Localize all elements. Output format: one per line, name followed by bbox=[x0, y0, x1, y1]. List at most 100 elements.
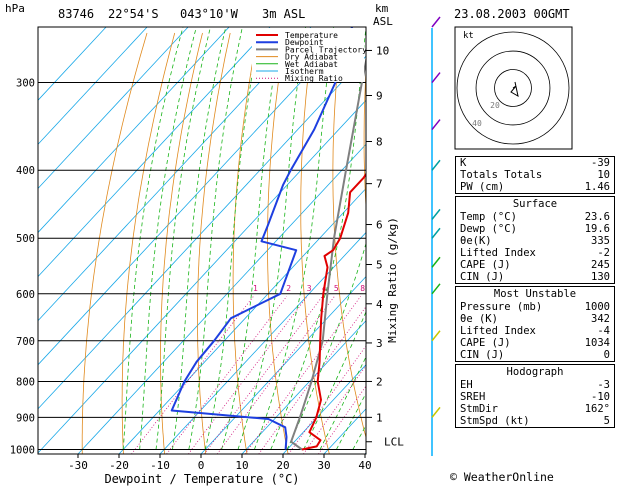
dry-adiabat-line bbox=[300, 32, 330, 454]
wind-barb bbox=[431, 208, 441, 220]
surface-value: 23.6 bbox=[584, 211, 610, 223]
dewpoint-line bbox=[170, 27, 354, 450]
most-unstable-value: 1034 bbox=[584, 337, 610, 349]
temperature-line bbox=[301, 172, 366, 451]
legend-label: Isotherm bbox=[285, 67, 324, 76]
mixing-ratio-line bbox=[188, 296, 308, 454]
km-tick-label: 10 bbox=[376, 44, 389, 57]
wet-adiabat-line bbox=[155, 27, 211, 450]
mixing-ratio-line bbox=[318, 385, 366, 454]
isotherm-line bbox=[200, 275, 366, 454]
mixing-ratio-label: 20 bbox=[413, 284, 423, 293]
dry-adiabat-line bbox=[267, 32, 289, 454]
pressure-tick-label: 400 bbox=[16, 165, 35, 177]
mixing-ratio-label: 1 bbox=[253, 284, 258, 293]
profile-lines bbox=[170, 27, 366, 451]
isotherm-line bbox=[38, 55, 366, 410]
surface-label: Dewp (°C) bbox=[460, 223, 517, 235]
most-unstable-label: CIN (J) bbox=[460, 349, 505, 361]
most-unstable-table: Most Unstable Pressure (mb) 1000 θe (K) 34… bbox=[455, 286, 615, 362]
x-axis-title: Dewpoint / Temperature (°C) bbox=[104, 472, 299, 486]
isotherm-line bbox=[241, 320, 366, 454]
hodograph-row: StmSpd (kt) 5 bbox=[456, 415, 614, 427]
isotherm-line bbox=[282, 364, 366, 454]
dry-adiabat-line bbox=[394, 33, 453, 454]
wind-barb bbox=[431, 283, 441, 295]
surface-title: Surface bbox=[512, 198, 558, 210]
hodograph-table: Hodograph EH -3 SREH -10 StmDir 162° StmSpd… bbox=[455, 364, 615, 428]
surface-value: 245 bbox=[591, 259, 610, 271]
km-tick-label: 3 bbox=[376, 337, 383, 350]
copyright: © WeatherOnline bbox=[450, 470, 554, 484]
wind-barb bbox=[431, 256, 441, 268]
legend-box bbox=[252, 28, 364, 82]
dry-adiabat-line bbox=[160, 32, 203, 454]
km-tick-label: 6 bbox=[376, 219, 383, 232]
sounding-datetime: 23.08.2003 00GMT bbox=[454, 7, 570, 21]
pressure-tick-label: 700 bbox=[16, 336, 35, 348]
mixing-ratio-line bbox=[131, 296, 254, 454]
mixing-ratio-line bbox=[258, 306, 366, 454]
stability-row: Totals Totals 10 bbox=[456, 169, 614, 181]
legend-label: Temperature bbox=[285, 31, 338, 40]
stability-value: -39 bbox=[591, 157, 610, 169]
pressure-tick-label: 300 bbox=[16, 78, 35, 90]
hodograph-label: StmDir bbox=[460, 403, 498, 415]
dry-adiabat-line bbox=[363, 65, 366, 213]
hodograph-row: SREH -10 bbox=[456, 391, 614, 403]
hodograph-value: -10 bbox=[591, 391, 610, 403]
wind-barb bbox=[431, 72, 441, 84]
wet-adiabat-line bbox=[270, 27, 366, 450]
dry-adiabat-line bbox=[81, 32, 148, 454]
pressure-tick-label: 600 bbox=[16, 289, 35, 301]
legend-label: Dry Adiabat bbox=[285, 53, 338, 62]
mixing-ratio-line bbox=[244, 296, 362, 454]
mixing-ratio-label: 3 bbox=[307, 284, 312, 293]
legend-label: Wet Adiabat bbox=[285, 60, 338, 69]
surface-label: θe(K) bbox=[460, 235, 492, 247]
hodograph-ring bbox=[475, 50, 551, 126]
surface-row: Temp (°C) 23.6 bbox=[456, 211, 614, 223]
x-tick-label: 0 bbox=[198, 459, 205, 472]
most-unstable-value: -4 bbox=[597, 325, 610, 337]
hodograph-unit-label: kt bbox=[463, 31, 474, 41]
hodograph-ring bbox=[494, 69, 532, 107]
isotherm-line bbox=[38, 27, 189, 189]
hodograph-trace bbox=[510, 81, 519, 97]
isotherm-line bbox=[118, 187, 366, 454]
hodograph-ring-label: 40 bbox=[472, 119, 482, 128]
wind-barb bbox=[431, 119, 441, 131]
lcl-label: LCL bbox=[384, 436, 404, 449]
surface-value: -2 bbox=[597, 247, 610, 259]
pressure-tick-label: 500 bbox=[16, 233, 35, 245]
hodograph-value: 5 bbox=[603, 415, 610, 427]
stability-label: K bbox=[460, 157, 467, 169]
km-tick-label: 2 bbox=[376, 375, 383, 388]
hpa-unit-label: hPa bbox=[5, 2, 25, 15]
isotherm-line bbox=[77, 143, 366, 454]
isotherm-line bbox=[159, 231, 366, 454]
stability-label: PW (cm) bbox=[460, 181, 505, 193]
stability-value: 10 bbox=[597, 169, 610, 181]
dry-adiabat-line bbox=[232, 32, 259, 454]
hodograph-table-title: Hodograph bbox=[506, 366, 564, 378]
legend-label: Parcel Trajectory bbox=[285, 45, 367, 54]
mixing-ratio-label: 16 bbox=[399, 284, 409, 293]
mixing-ratio-label: 8 bbox=[360, 284, 365, 293]
km-tick-label: 4 bbox=[376, 298, 383, 311]
dry-adiabat-line bbox=[197, 32, 231, 454]
x-tick-label: 30 bbox=[317, 459, 330, 472]
surface-label: Temp (°C) bbox=[460, 211, 517, 223]
dry-adiabat-line bbox=[619, 33, 629, 454]
isotherm-line bbox=[38, 27, 271, 278]
wet-adiabat-line bbox=[204, 27, 262, 450]
mixing-ratio-label: 2 bbox=[286, 284, 291, 293]
stability-value: 1.46 bbox=[584, 181, 610, 193]
pressure-tick-label: 800 bbox=[16, 376, 35, 388]
x-tick-label: 40 bbox=[358, 459, 371, 472]
surface-table: Surface Temp (°C) 23.6 Dewp (°C) 19.6 θe(K… bbox=[455, 196, 615, 284]
pressure-tick-label: 900 bbox=[16, 412, 35, 424]
asl-unit-label: ASL bbox=[373, 15, 393, 28]
wet-adiabat-line bbox=[254, 27, 334, 450]
